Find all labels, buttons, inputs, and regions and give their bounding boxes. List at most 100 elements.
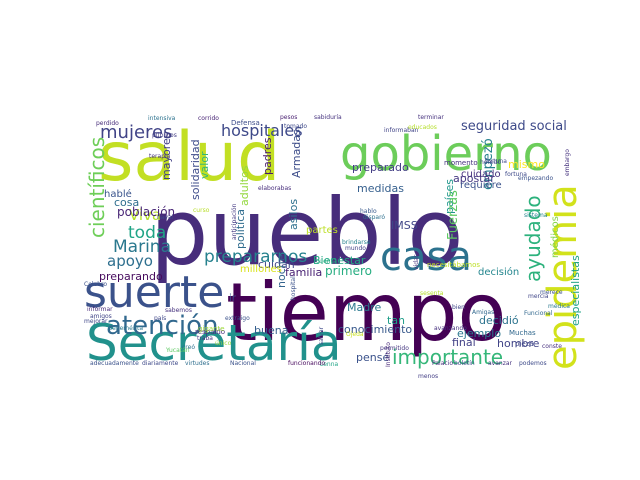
cloud-word-8: atención: [106, 311, 219, 341]
cloud-word-89: brindarse: [342, 239, 371, 246]
cloud-word-71: Funcional: [524, 310, 553, 317]
cloud-word-9: importante: [392, 345, 503, 369]
cloud-word-47: buena: [254, 324, 288, 337]
cloud-word-92: Instituto: [385, 342, 392, 367]
cloud-word-36: Bienestar: [313, 254, 366, 267]
cloud-word-131: merece: [540, 289, 563, 296]
cloud-word-82: adecuadamente: [90, 360, 139, 367]
cloud-word-84: amigos: [90, 313, 112, 320]
cloud-word-62: Muchas: [509, 329, 536, 337]
cloud-word-42: conocimiento: [338, 323, 412, 336]
cloud-word-85: mejorar: [84, 318, 108, 325]
cloud-word-105: sabiduría: [314, 114, 342, 121]
cloud-word-10: ayudado: [521, 195, 545, 282]
cloud-word-73: boletín: [454, 360, 475, 367]
cloud-word-75: podemos: [519, 360, 547, 367]
cloud-word-4: Secretaría: [86, 314, 342, 372]
cloud-word-68: Lenna: [320, 361, 339, 368]
cloud-word-102: anticipación: [231, 203, 238, 240]
cloud-word-3: gobierno: [340, 126, 552, 182]
cloud-word-86: sabemos: [165, 307, 192, 314]
cloud-word-16: toda: [128, 223, 166, 243]
cloud-word-64: necesitábamos: [427, 261, 480, 269]
cloud-word-29: Fuerzas: [446, 190, 461, 240]
cloud-word-43: final: [452, 336, 476, 349]
cloud-word-26: medidas: [357, 182, 404, 195]
cloud-word-76: sistema: [524, 212, 548, 219]
cloud-word-107: corrido: [198, 115, 219, 122]
cloud-word-67: gigante: [198, 325, 225, 333]
cloud-word-56: adultos: [238, 165, 251, 206]
cloud-word-59: solidaridad: [189, 139, 202, 200]
cloud-word-51: asilos: [287, 199, 300, 230]
cloud-word-19: Viva: [129, 206, 161, 224]
cloud-word-116: empezando: [518, 175, 553, 182]
cloud-word-40: hombre: [497, 337, 540, 350]
cloud-word-23: apostar: [453, 172, 495, 185]
cloud-word-109: terapia: [149, 153, 171, 160]
cloud-word-53: millones: [240, 264, 282, 275]
cloud-word-122: país: [154, 315, 166, 322]
cloud-word-106: tomado: [284, 123, 307, 130]
cloud-word-120: Amigas: [472, 309, 494, 316]
cloud-word-33: cosa: [114, 196, 139, 209]
cloud-word-127: Yucatán: [165, 347, 190, 354]
cloud-word-46: Madre: [347, 301, 381, 314]
cloud-word-60: mayores: [160, 132, 173, 180]
cloud-word-74: avanzar: [488, 360, 513, 367]
cloud-word-129: salvar: [318, 326, 325, 345]
cloud-word-2: salud: [98, 118, 280, 197]
cloud-word-14: prepararnos: [204, 247, 307, 267]
cloud-word-58: valor: [198, 151, 211, 179]
cloud-word-31: médicos: [549, 216, 561, 258]
cloud-word-38: decisión: [478, 266, 519, 278]
cloud-word-124: extraigo: [225, 315, 250, 322]
cloud-word-61: momento: [444, 159, 478, 167]
cloud-word-93: vidas: [413, 254, 420, 270]
cloud-word-88: Ojeda: [346, 331, 364, 338]
cloud-word-91: hospital: [290, 276, 297, 300]
cloud-word-30: mismo: [508, 158, 545, 171]
cloud-word-72: Palacio: [432, 360, 453, 367]
cloud-word-99: hablo: [360, 208, 377, 215]
cloud-word-115: educados: [408, 124, 437, 131]
cloud-word-78: funcionando: [288, 360, 325, 367]
cloud-word-114: fortuna: [505, 171, 527, 178]
cloud-word-20: especialistas: [569, 255, 582, 326]
cloud-word-37: primero: [325, 264, 372, 278]
cloud-word-57: política: [234, 209, 247, 249]
cloud-word-24: cuidado: [461, 169, 501, 180]
cloud-word-32: población: [117, 205, 175, 219]
cloud-word-111: públicos: [152, 132, 177, 139]
cloud-word-21: empezó: [481, 138, 496, 190]
cloud-word-25: requiere: [460, 180, 502, 191]
cloud-word-41: ejemplo: [457, 327, 501, 340]
cloud-word-27: países: [443, 179, 456, 214]
cloud-word-126: único: [215, 340, 232, 347]
cloud-word-63: pieza: [515, 340, 534, 348]
cloud-word-112: informaban: [384, 127, 419, 134]
cloud-word-119: conste: [542, 343, 562, 350]
cloud-word-118: médica: [548, 303, 570, 310]
cloud-word-15: seguridad social: [461, 119, 567, 134]
cloud-word-90: avanzando: [434, 325, 467, 332]
cloud-word-17: Marina: [113, 237, 171, 257]
cloud-word-34: hablé: [104, 188, 132, 200]
cloud-word-49: familia: [285, 266, 322, 279]
cloud-word-81: virtudes: [185, 360, 209, 367]
cloud-word-125: fortuna: [485, 158, 507, 165]
cloud-word-11: hospitales: [221, 121, 303, 140]
cloud-word-79: Benemérita: [108, 325, 143, 332]
cloud-word-121: naval: [157, 214, 174, 221]
cloud-word-69: Celebro: [84, 281, 107, 288]
cloud-word-117: embargo: [564, 149, 571, 176]
cloud-word-104: pesos: [280, 114, 297, 121]
cloud-word-0: pueblo: [150, 179, 464, 286]
cloud-word-108: intensiva: [148, 115, 176, 122]
cloud-word-22: preparado: [352, 161, 409, 174]
cloud-word-77: Nacional: [230, 360, 256, 367]
cloud-word-97: cuenta: [316, 258, 337, 265]
